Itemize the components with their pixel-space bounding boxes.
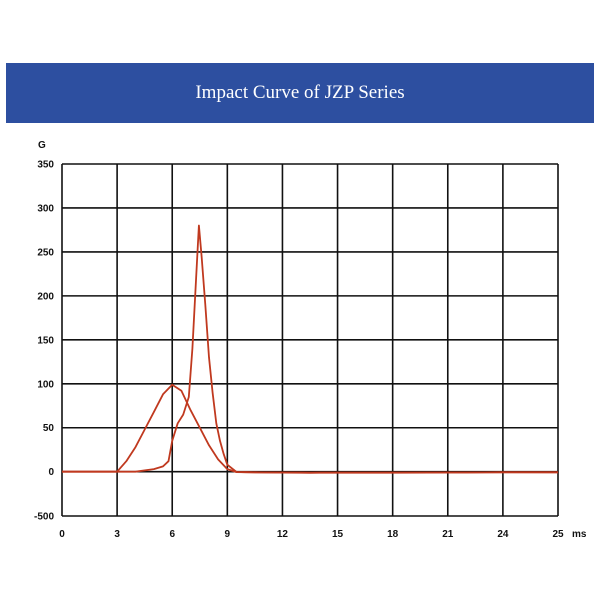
tick-labels: 350 300 250 200 150 100 50 0 -500 0 3 6 9 12 15 18 21 24 2… (34, 160, 564, 541)
x-tick-label: 18 (387, 529, 399, 540)
y-tick-label: -500 (34, 512, 54, 523)
y-axis-unit: G (38, 140, 46, 151)
series-group (62, 224, 559, 474)
y-tick-label: 250 (37, 247, 54, 258)
x-tick-label: 3 (114, 529, 120, 540)
x-tick-label: 9 (225, 529, 231, 540)
x-tick-label: 0 (59, 529, 65, 540)
y-tick-label: 0 (48, 467, 54, 478)
y-tick-label: 300 (37, 203, 54, 214)
x-tick-label: 24 (497, 529, 509, 540)
y-tick-label: 150 (37, 335, 54, 346)
y-tick-label: 100 (37, 379, 54, 390)
series-line (62, 224, 559, 474)
x-tick-label: 15 (332, 529, 344, 540)
title-banner: Impact Curve of JZP Series (6, 63, 594, 123)
y-tick-label: 50 (43, 423, 55, 434)
grid (61, 163, 559, 517)
y-tick-label: 200 (37, 291, 54, 302)
x-axis-unit: ms (572, 529, 587, 540)
x-tick-label: 12 (277, 529, 289, 540)
y-tick-label: 350 (37, 160, 54, 171)
chart-area: 350 300 250 200 150 100 50 0 -500 0 3 6 9 12 15 18 21 24 2… (34, 140, 587, 541)
series-line (62, 383, 559, 474)
x-tick-label: 21 (442, 529, 454, 540)
x-tick-label: 6 (169, 529, 175, 540)
chart-title: Impact Curve of JZP Series (195, 82, 405, 103)
x-tick-label: 25 (552, 529, 564, 540)
